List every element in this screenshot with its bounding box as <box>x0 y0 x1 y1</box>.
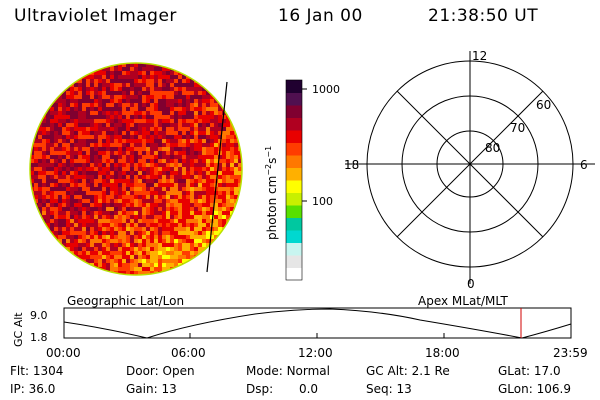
mlt-label-12: 12 <box>472 49 487 63</box>
colorbar-segment <box>286 205 302 218</box>
info-ip: IP: 36.0 <box>10 382 56 396</box>
colorbar-segment <box>286 130 302 143</box>
mlt-diagonal-2 <box>396 90 544 238</box>
colorbar-segment <box>286 105 302 118</box>
date-label: 16 Jan 00 <box>278 6 363 26</box>
altitude-axis-label: GC Alt <box>12 312 25 347</box>
info-door: Door: Open <box>126 364 195 378</box>
info-glat: GLat: 17.0 <box>498 364 561 378</box>
altitude-xtick-label: 12:00 <box>298 346 333 360</box>
polar-grid: 12 18 6 0 60 70 80 <box>344 49 595 291</box>
instrument-title: Ultraviolet Imager <box>14 6 177 26</box>
info-gain: Gain: 13 <box>126 382 177 396</box>
altitude-xtick-label: 06:00 <box>171 346 206 360</box>
geographic-label: Geographic Lat/Lon <box>67 294 185 308</box>
info-gc-alt: GC Alt: 2.1 Re <box>366 364 450 378</box>
colorbar-tick-label: 100 <box>312 195 333 208</box>
mlt-label-6: 6 <box>580 158 588 172</box>
colorbar-segment <box>286 92 302 106</box>
colorbar-segment <box>286 117 302 131</box>
colorbar-segment <box>286 142 302 156</box>
colorbar-segment <box>286 267 302 281</box>
time-label: 21:38:50 UT <box>428 6 539 26</box>
info-seq: Seq: 13 <box>366 382 412 396</box>
colorbar-segment <box>286 80 302 93</box>
info-glon: GLon: 106.9 <box>498 382 571 396</box>
altitude-xtick-label: 00:00 <box>46 346 81 360</box>
uv-image-border <box>29 62 243 276</box>
altitude-xtick-label: 23:59 <box>553 346 588 360</box>
colorbar-segment <box>286 230 302 243</box>
colorbar-segment <box>286 242 302 256</box>
colorbar-segment <box>286 255 302 268</box>
mlat-label-60: 60 <box>536 98 551 112</box>
colorbar-segment <box>286 217 302 231</box>
altitude-xtick-label: 18:00 <box>425 346 460 360</box>
info-flight: Flt: 1304 <box>10 364 64 378</box>
colorbar: 1000 100 photon cm−2s−1 <box>264 79 340 281</box>
uv-image-panel <box>29 62 243 276</box>
altitude-curve <box>63 308 572 339</box>
apex-label: Apex MLat/MLT <box>418 294 508 308</box>
terminator-line <box>206 81 228 273</box>
colorbar-gradient <box>286 80 302 281</box>
colorbar-frame <box>285 79 303 281</box>
altitude-plot: GC Alt 9.0 1.8 00:00 06:00 12:00 18:00 2… <box>12 307 588 360</box>
info-mode: Mode: Normal <box>246 364 330 378</box>
colorbar-segment <box>286 180 302 193</box>
mlat-label-80: 80 <box>485 141 500 155</box>
info-dsp: Dsp: 0.0 <box>246 382 319 396</box>
altitude-ytick-label: 9.0 <box>30 309 48 322</box>
mlt-label-18: 18 <box>344 158 359 172</box>
mlt-label-0: 0 <box>467 277 475 291</box>
mlat-label-70: 70 <box>510 121 525 135</box>
colorbar-segment <box>286 155 302 168</box>
colorbar-unit-label: photon cm−2s−1 <box>264 146 279 240</box>
colorbar-tick-label: 1000 <box>312 83 340 96</box>
altitude-ytick-label: 1.8 <box>30 331 48 344</box>
colorbar-segment <box>286 192 302 206</box>
colorbar-segment <box>286 167 302 181</box>
